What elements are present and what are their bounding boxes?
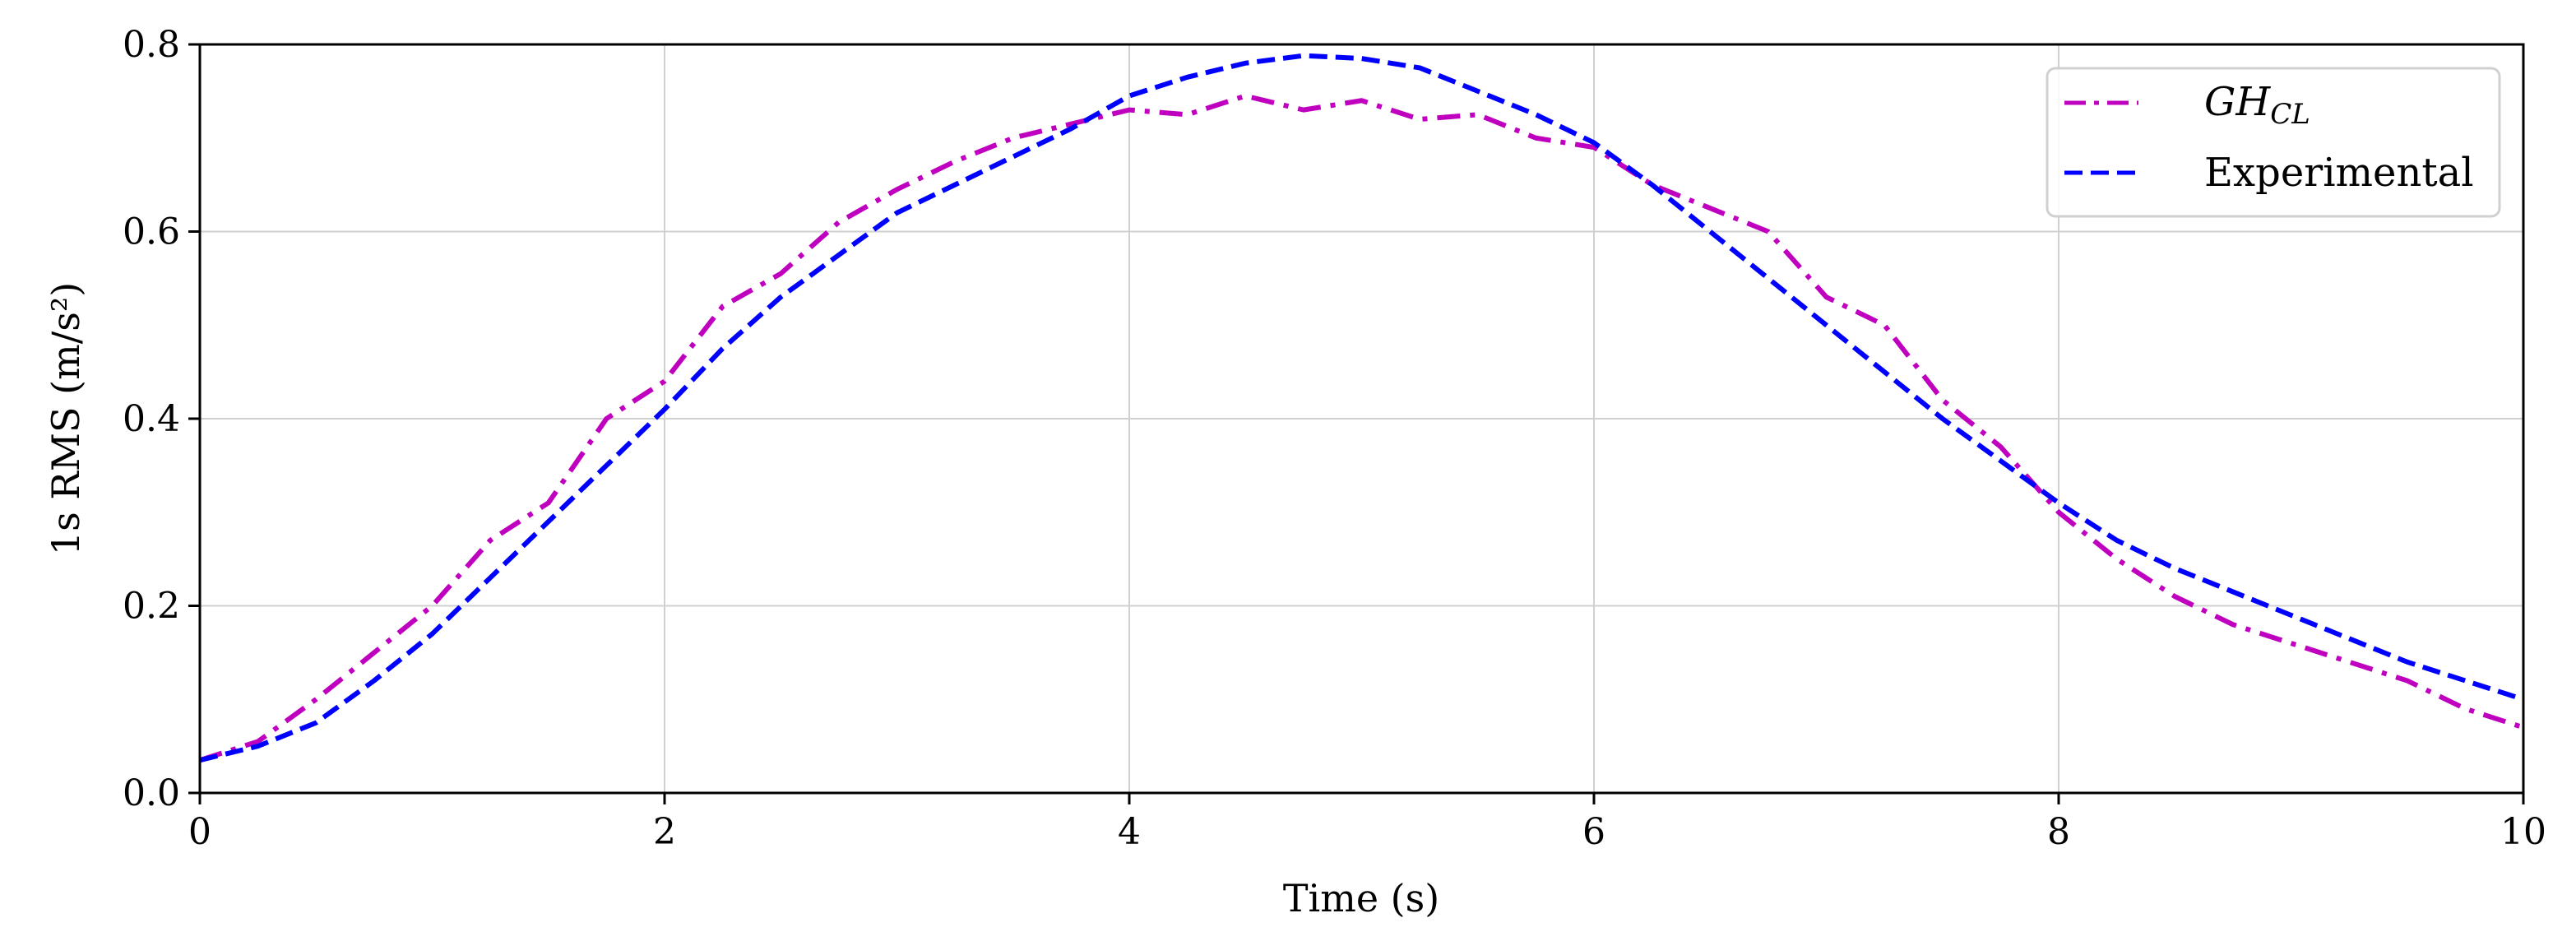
data-series	[199, 53, 2524, 763]
x-tick-label: 6	[1582, 811, 1605, 853]
y-tick-label: 0.4	[123, 398, 180, 440]
x-tick-label: 8	[2047, 811, 2070, 853]
axis-ticks: 0 2 4 6 8 10 0.0 0.2 0.4 0.6 0.8	[123, 24, 2546, 853]
x-tick-label: 4	[1118, 811, 1141, 853]
y-tick-label: 0.0	[123, 772, 180, 814]
y-tick-label: 0.6	[123, 211, 180, 253]
legend-box	[2046, 67, 2501, 218]
legend: GHCL Experimental	[2046, 67, 2501, 218]
series-line-experimental	[199, 53, 2524, 763]
y-axis-label: 1s RMS (m/s²)	[44, 282, 88, 555]
series-line-ghcl	[199, 93, 2524, 763]
x-tick-label: 2	[653, 811, 676, 853]
legend-label-ghcl: GHCL	[2204, 79, 2310, 131]
legend-label-experimental: Experimental	[2204, 150, 2474, 196]
x-tick-label: 10	[2500, 811, 2546, 853]
x-axis-label: Time (s)	[1283, 876, 1439, 920]
x-tick-label: 0	[188, 811, 211, 853]
y-tick-label: 0.8	[123, 24, 180, 66]
y-tick-label: 0.2	[123, 586, 180, 628]
